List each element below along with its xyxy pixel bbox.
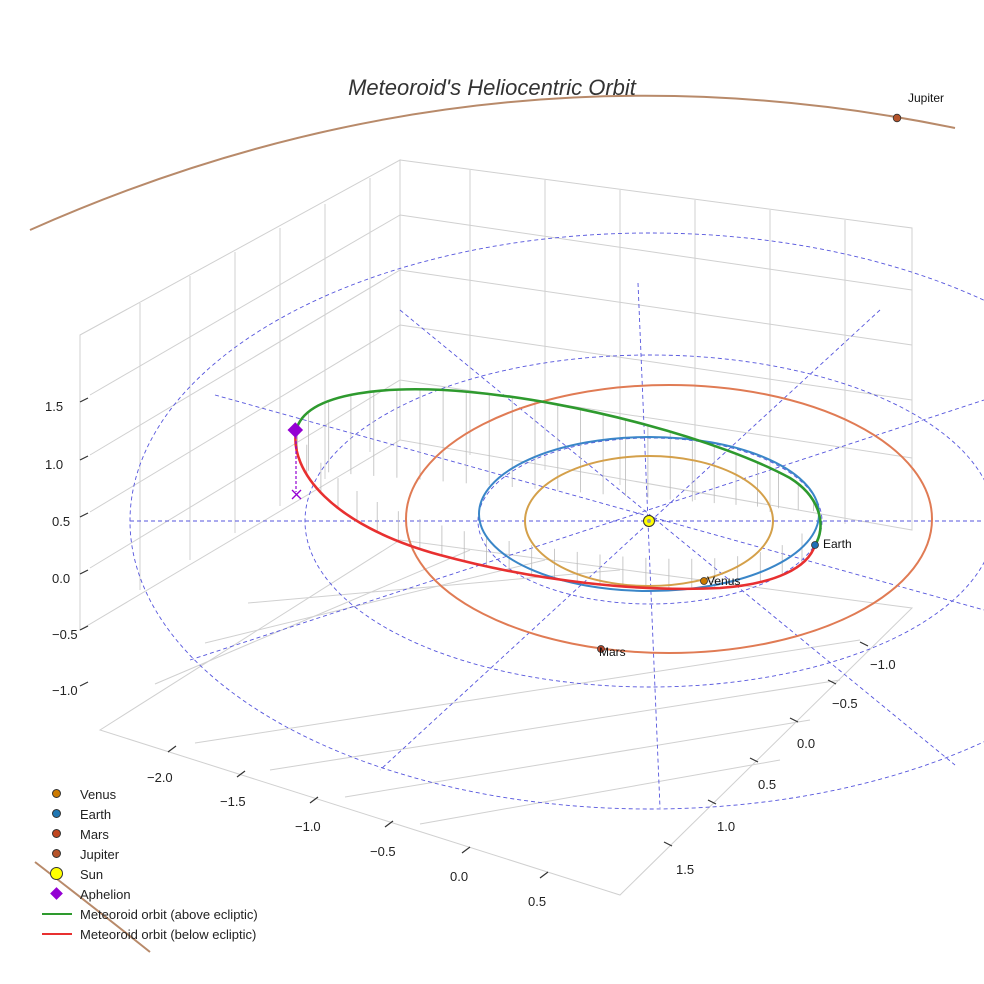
earth-label: Earth	[823, 537, 852, 551]
y-tick: 1.0	[717, 819, 735, 834]
ecliptic-spoke	[637, 282, 661, 809]
z-tick: −1.0	[52, 683, 78, 698]
x-axis-ticks: −2.0 −1.5 −1.0 −0.5 0.0 0.5	[147, 770, 546, 909]
jupiter-label: Jupiter	[908, 91, 944, 105]
y-axis-ticks: −1.0 −0.5 0.0 0.5 1.0 1.5	[676, 657, 896, 877]
ecliptic-grid	[129, 232, 984, 810]
z-tick: 1.0	[45, 457, 63, 472]
mars-orbit	[405, 384, 933, 654]
legend-item-sun: Sun	[34, 864, 258, 884]
z-tick: 0.5	[52, 514, 70, 529]
tick-marks	[79, 397, 869, 879]
x-tick: −1.5	[220, 794, 246, 809]
x-tick: 0.5	[528, 894, 546, 909]
x-tick: −0.5	[370, 844, 396, 859]
venus-orbit	[524, 455, 774, 587]
x-tick: −1.0	[295, 819, 321, 834]
legend-item-orbit-below: Meteoroid orbit (below ecliptic)	[34, 924, 258, 944]
floor-pane	[98, 539, 914, 896]
z-axis-ticks: 1.5 1.0 0.5 0.0 −0.5 −1.0	[45, 399, 78, 698]
chart-title: Meteoroid's Heliocentric Orbit	[348, 75, 637, 100]
jupiter-orbit	[29, 94, 956, 231]
legend-item-orbit-above: Meteoroid orbit (above ecliptic)	[34, 904, 258, 924]
ecliptic-spoke	[214, 394, 984, 611]
back-pane-right	[399, 159, 913, 531]
mars-marker	[597, 645, 605, 653]
y-tick: −1.0	[870, 657, 896, 672]
sun-core	[647, 519, 651, 523]
ecliptic-spoke	[399, 309, 956, 766]
aphelion-legend-icon	[50, 887, 63, 900]
z-tick: −0.5	[52, 627, 78, 642]
earth-orbit	[478, 436, 820, 592]
aphelion-projection-x	[291, 489, 302, 500]
venus-legend-icon	[52, 789, 61, 798]
orbit-above-legend-icon	[42, 913, 72, 915]
ecliptic-spoke	[379, 309, 881, 771]
meteoroid-orbit-below	[294, 430, 817, 591]
y-tick: 0.0	[797, 736, 815, 751]
mars-legend-icon	[52, 829, 61, 838]
z-tick: 0.0	[52, 571, 70, 586]
y-tick: −0.5	[832, 696, 858, 711]
venus-label: Venus	[707, 574, 740, 588]
jupiter-legend-icon	[52, 849, 61, 858]
legend-label: Mars	[80, 826, 109, 842]
meteoroid-orbit-above	[294, 388, 822, 546]
y-tick: 1.5	[676, 862, 694, 877]
legend-item-venus: Venus	[34, 784, 258, 804]
x-tick: −2.0	[147, 770, 173, 785]
legend-item-earth: Earth	[34, 804, 258, 824]
legend: Venus Earth Mars Jupiter Sun Aphelion Me…	[34, 784, 258, 944]
aphelion-marker	[287, 422, 304, 438]
legend-label: Sun	[80, 866, 104, 882]
legend-label: Jupiter	[80, 846, 120, 862]
legend-item-jupiter: Jupiter	[34, 844, 258, 864]
earth-legend-icon	[52, 809, 61, 818]
z-tick: 1.5	[45, 399, 63, 414]
venus-marker	[700, 577, 708, 585]
mars-label: Mars	[599, 645, 626, 659]
planet-orbits	[29, 94, 956, 953]
legend-label: Aphelion	[80, 886, 131, 902]
y-tick: 0.5	[758, 777, 776, 792]
x-tick: 0.0	[450, 869, 468, 884]
legend-label: Venus	[80, 786, 117, 802]
legend-label: Meteoroid orbit (above ecliptic)	[80, 906, 258, 922]
orbit-below-legend-icon	[42, 933, 72, 935]
earth-marker	[811, 541, 819, 549]
ecliptic-spoke	[189, 399, 984, 661]
drop-lines	[297, 389, 814, 589]
sun-legend-icon	[50, 867, 63, 880]
legend-label: Meteoroid orbit (below ecliptic)	[80, 926, 257, 942]
legend-item-aphelion: Aphelion	[34, 884, 258, 904]
legend-item-mars: Mars	[34, 824, 258, 844]
legend-label: Earth	[80, 806, 112, 822]
jupiter-marker	[892, 113, 902, 123]
